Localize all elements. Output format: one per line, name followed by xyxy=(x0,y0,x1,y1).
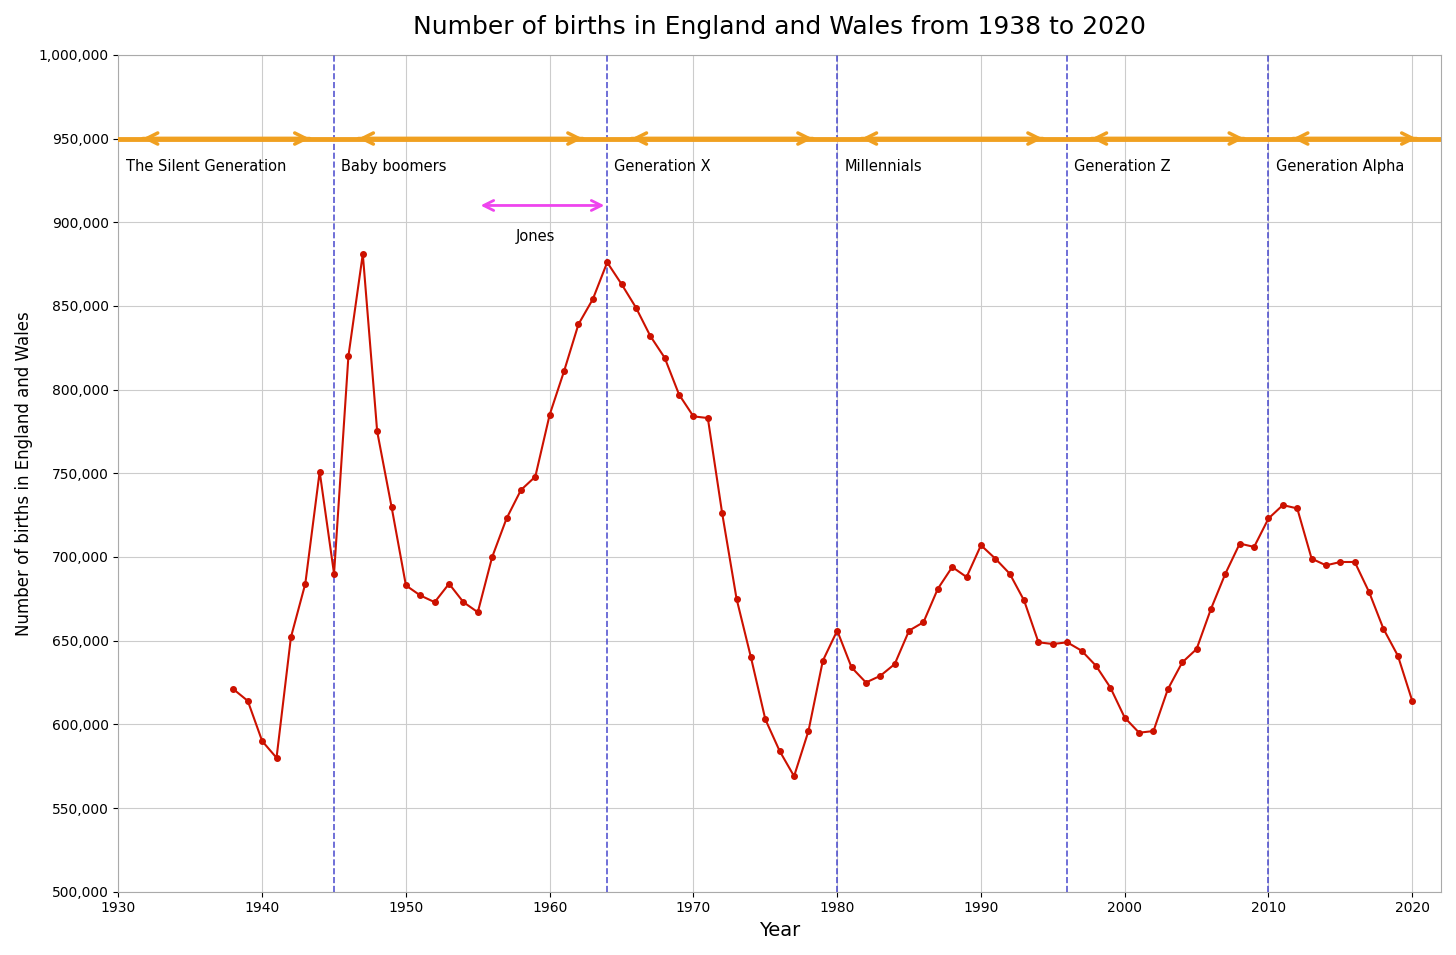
Text: Generation Alpha: Generation Alpha xyxy=(1275,159,1404,174)
Title: Number of births in England and Wales from 1938 to 2020: Number of births in England and Wales fr… xyxy=(414,15,1146,39)
Text: Millennials: Millennials xyxy=(844,159,922,174)
Text: Generation X: Generation X xyxy=(614,159,711,174)
Y-axis label: Number of births in England and Wales: Number of births in England and Wales xyxy=(15,311,33,636)
Text: Jones: Jones xyxy=(515,229,555,244)
Text: Generation Z: Generation Z xyxy=(1075,159,1171,174)
X-axis label: Year: Year xyxy=(759,921,801,940)
Text: Baby boomers: Baby boomers xyxy=(341,159,447,174)
Text: The Silent Generation: The Silent Generation xyxy=(125,159,285,174)
